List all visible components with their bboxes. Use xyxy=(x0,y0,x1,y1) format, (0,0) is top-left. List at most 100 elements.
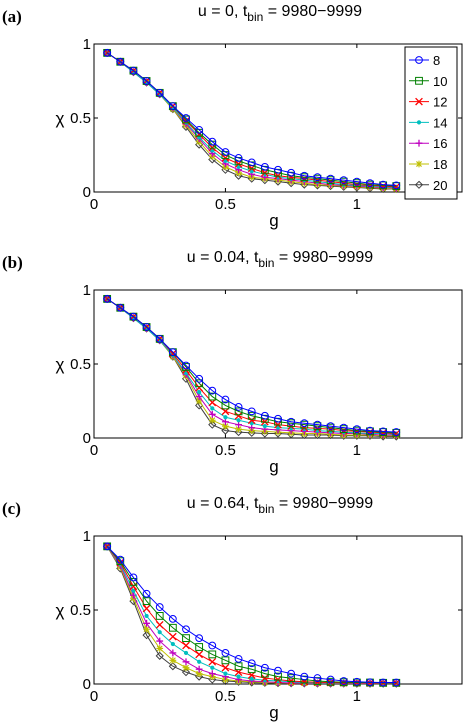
data-point xyxy=(208,657,217,666)
legend-box xyxy=(404,46,458,200)
x-tick-label: 0.5 xyxy=(215,688,236,705)
data-point xyxy=(392,428,401,436)
data-point xyxy=(170,641,175,647)
data-point xyxy=(222,422,229,430)
x-tick-label: 0 xyxy=(90,196,98,213)
y-tick-label: 0.5 xyxy=(70,602,91,619)
legend-label: 18 xyxy=(433,157,447,172)
legend-marker xyxy=(415,56,423,64)
legend-marker xyxy=(415,160,423,168)
legend: 8 10 12 14 16 18 20 xyxy=(404,46,458,200)
legend-marker xyxy=(414,180,424,189)
chart-title-subscript: bin xyxy=(258,502,274,516)
data-point xyxy=(234,662,243,671)
data-point xyxy=(169,649,177,657)
data-point xyxy=(223,671,228,676)
series-18 xyxy=(103,295,400,440)
series-line-8 xyxy=(106,298,397,433)
data-point xyxy=(223,158,228,164)
data-point xyxy=(129,573,138,582)
chart-panel-c: (c) u = 0.64, tbin = 9980−9999 0 0.5 1 0 0.5 1 g… xyxy=(2,495,463,722)
data-point xyxy=(208,420,217,429)
legend-entry-12: 12 xyxy=(409,95,447,110)
series-10 xyxy=(103,48,401,190)
data-point xyxy=(352,177,361,186)
data-point xyxy=(208,670,216,678)
y-axis-label: χ xyxy=(56,601,65,620)
data-point xyxy=(142,604,151,613)
data-point xyxy=(287,168,296,177)
data-point xyxy=(143,625,150,633)
data-point xyxy=(208,386,217,395)
chart-title-tail: = 9980−9999 xyxy=(263,3,362,20)
data-point xyxy=(326,675,335,684)
series-line-10 xyxy=(106,546,397,684)
legend-entry-16: 16 xyxy=(409,136,447,151)
data-point xyxy=(274,666,282,675)
data-point xyxy=(195,670,203,678)
data-point xyxy=(195,634,204,643)
data-point xyxy=(392,678,401,687)
data-point xyxy=(168,662,177,671)
y-tick-label: 0.5 xyxy=(70,356,91,373)
data-point xyxy=(197,390,202,395)
data-point xyxy=(182,361,190,370)
data-point xyxy=(210,406,215,411)
data-point xyxy=(313,173,322,182)
data-point xyxy=(142,323,151,331)
data-point xyxy=(129,312,138,321)
data-point xyxy=(129,66,138,75)
series-8 xyxy=(103,294,401,436)
data-point xyxy=(247,411,256,420)
data-point xyxy=(195,379,204,388)
data-point xyxy=(182,114,190,122)
data-point xyxy=(236,418,241,423)
data-point xyxy=(287,417,296,426)
data-point xyxy=(183,650,189,656)
data-point xyxy=(168,614,177,623)
x-tick-label: 1 xyxy=(353,442,361,459)
data-point xyxy=(131,588,136,593)
data-point xyxy=(222,418,229,426)
data-point xyxy=(208,416,216,424)
data-point xyxy=(352,425,361,434)
data-point xyxy=(379,427,388,436)
data-point xyxy=(287,674,296,682)
data-point xyxy=(142,631,151,640)
data-point xyxy=(208,641,217,650)
chart-title: u = 0, tbin = 9980−9999 xyxy=(198,3,362,24)
data-point xyxy=(195,125,204,134)
series-line-12 xyxy=(106,298,397,435)
legend-marker xyxy=(416,120,422,125)
data-point xyxy=(221,649,230,657)
legend-entry-20: 20 xyxy=(409,178,447,193)
data-point xyxy=(208,392,217,401)
data-point xyxy=(155,334,164,343)
data-point xyxy=(195,374,204,383)
data-point xyxy=(221,656,230,665)
data-point xyxy=(300,171,309,180)
legend-label: 20 xyxy=(433,178,447,193)
data-point xyxy=(116,57,125,66)
chart-title-main: u = 0.04, t xyxy=(187,249,259,266)
data-point xyxy=(274,414,282,423)
data-point xyxy=(326,422,335,431)
legend-marker xyxy=(415,97,423,106)
data-point xyxy=(352,677,361,686)
legend-entry-14: 14 xyxy=(409,115,447,130)
data-point xyxy=(168,623,177,632)
data-point xyxy=(195,665,203,673)
series-line-8 xyxy=(106,546,397,684)
chart-title-tail: = 9980−9999 xyxy=(274,249,373,266)
data-point xyxy=(249,169,254,174)
data-point xyxy=(103,542,112,551)
legend-entry-8: 8 xyxy=(409,53,440,68)
series-8 xyxy=(103,542,401,687)
data-point xyxy=(247,665,256,674)
data-point xyxy=(274,165,282,174)
data-point xyxy=(313,420,322,429)
data-point xyxy=(155,603,164,611)
data-point xyxy=(339,677,348,685)
data-point xyxy=(260,411,269,420)
